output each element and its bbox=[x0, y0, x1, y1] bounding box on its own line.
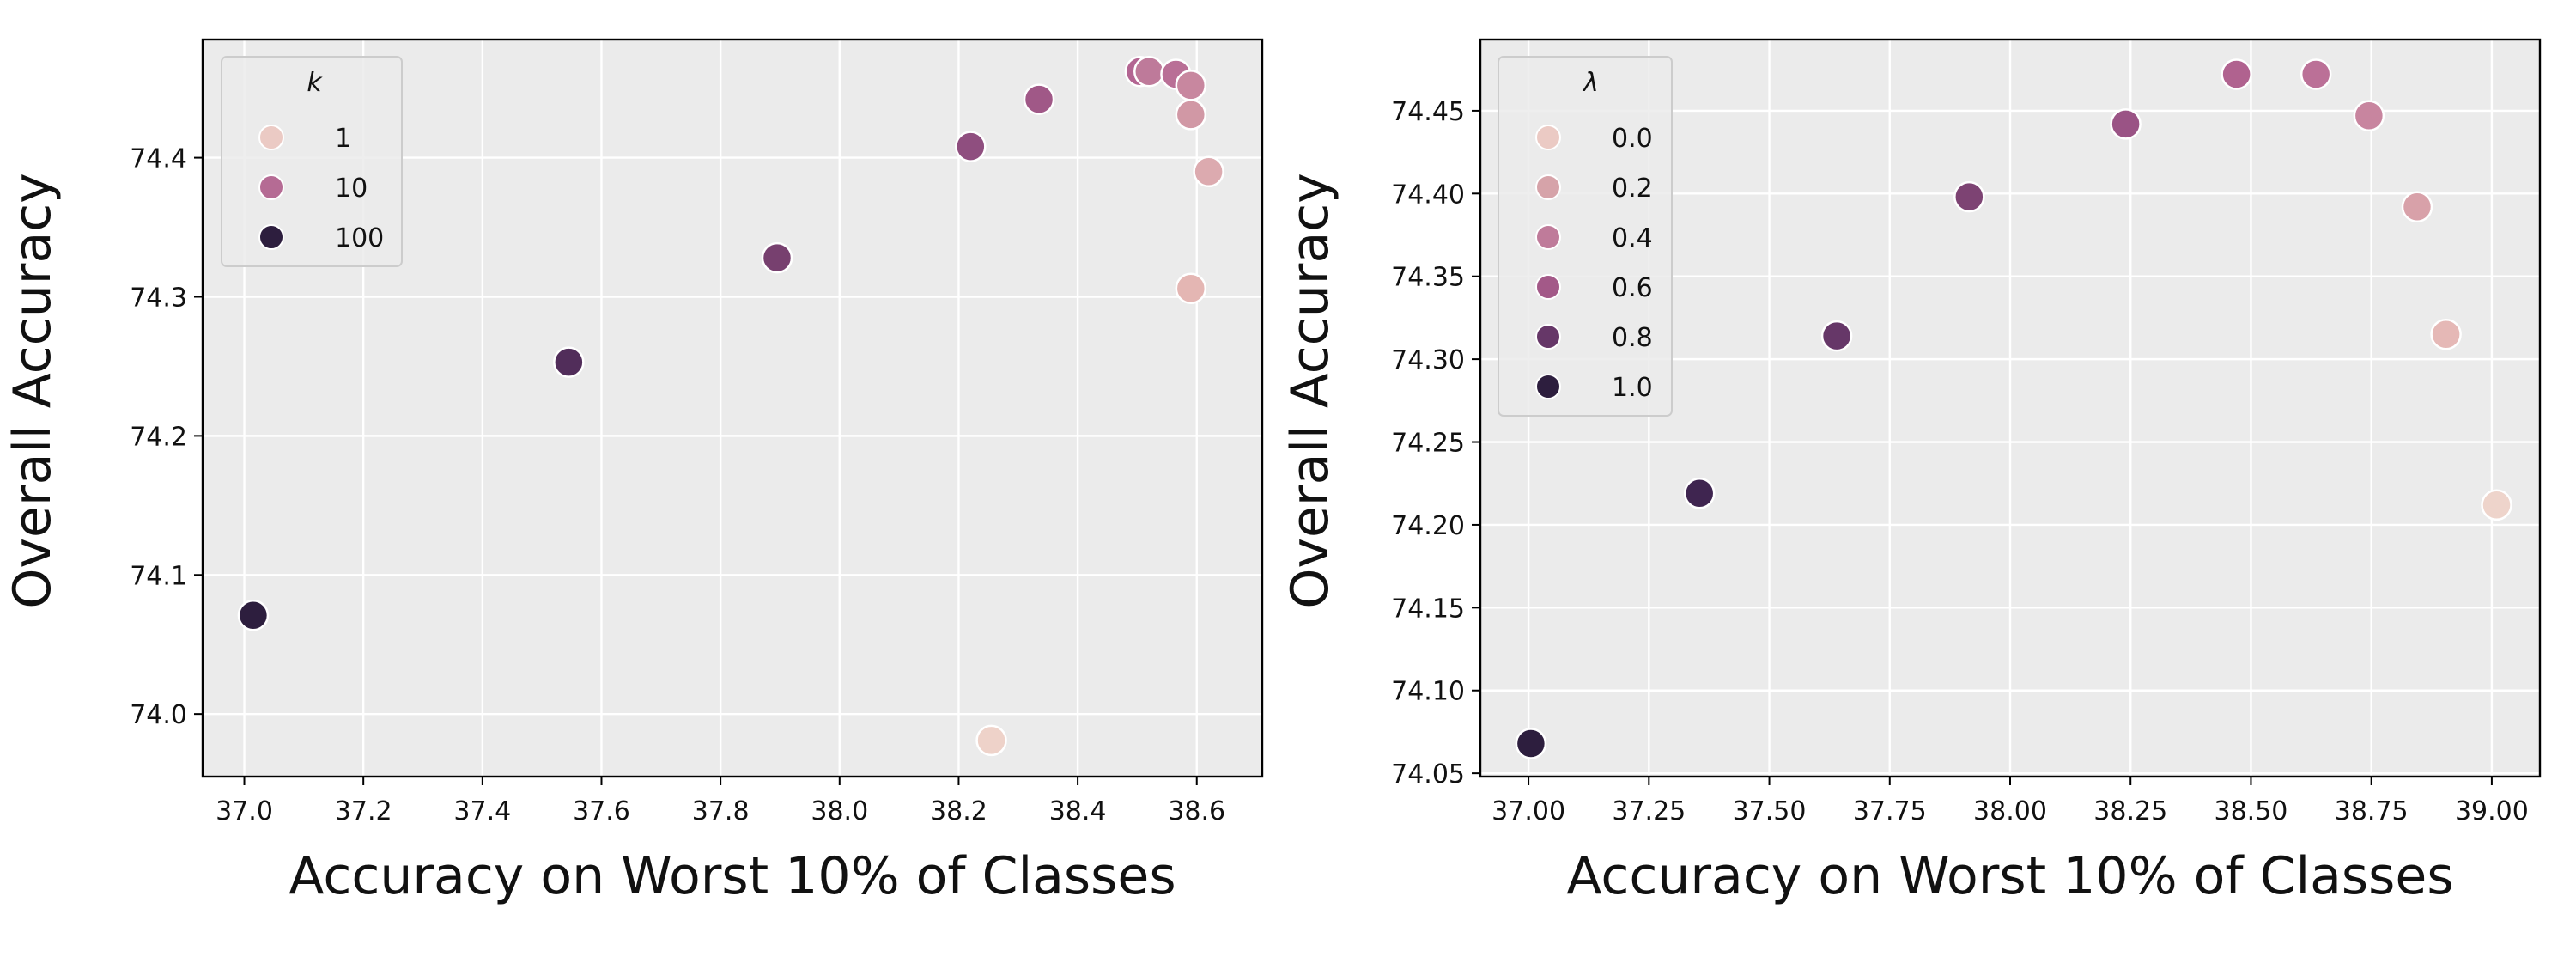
legend-marker bbox=[1535, 174, 1561, 200]
data-point bbox=[2481, 489, 2512, 521]
x-tick-label: 37.75 bbox=[1853, 796, 1927, 826]
y-tick-label: 74.20 bbox=[1391, 511, 1465, 541]
data-point bbox=[1175, 272, 1207, 305]
x-axis-label: Accuracy on Worst 10% of Classes bbox=[289, 846, 1176, 906]
data-point bbox=[955, 131, 987, 162]
data-point bbox=[1820, 320, 1853, 352]
data-point bbox=[1175, 70, 1207, 101]
data-point bbox=[1133, 55, 1165, 88]
data-point bbox=[1683, 478, 1716, 509]
x-tick-label: 38.6 bbox=[1168, 796, 1225, 826]
y-tick-label: 74.35 bbox=[1391, 263, 1465, 293]
legend-marker bbox=[258, 224, 284, 250]
x-tick-label: 38.50 bbox=[2215, 796, 2288, 826]
x-tick-label: 37.4 bbox=[453, 796, 511, 826]
y-tick-label: 74.2 bbox=[130, 422, 187, 452]
x-tick-label: 37.25 bbox=[1612, 796, 1686, 826]
legend-label: 100 bbox=[335, 223, 384, 253]
chart-panel-1: 37.0 37.2 37.4 37.6 37.8 38.0 38.2 38.4 38.6 74.0… bbox=[3, 38, 1264, 906]
x-tick-label: 37.0 bbox=[216, 796, 273, 826]
data-point bbox=[1175, 99, 1207, 131]
legend-label: 0.2 bbox=[1612, 174, 1653, 204]
data-point bbox=[2353, 100, 2385, 131]
legend-marker bbox=[258, 174, 284, 200]
x-tick-label: 37.50 bbox=[1733, 796, 1807, 826]
y-tick-label: 74.40 bbox=[1391, 180, 1465, 210]
legend-label: 1 bbox=[335, 124, 351, 154]
y-tick-label: 74.10 bbox=[1391, 677, 1465, 707]
axes-frame bbox=[201, 38, 1264, 778]
legend-label: 0.4 bbox=[1612, 223, 1653, 253]
legend-title: λ bbox=[1582, 68, 1599, 98]
x-tick-label: 38.00 bbox=[1973, 796, 2047, 826]
data-point bbox=[2430, 318, 2462, 350]
y-tick-label: 74.4 bbox=[130, 144, 187, 174]
data-point bbox=[553, 346, 585, 378]
y-tick-label: 74.45 bbox=[1391, 97, 1465, 127]
axes-frame bbox=[1479, 38, 2542, 778]
data-point bbox=[2110, 108, 2142, 140]
data-point bbox=[2300, 58, 2332, 90]
data-point bbox=[1953, 180, 1985, 213]
x-tick-label: 37.00 bbox=[1492, 796, 1565, 826]
data-point bbox=[761, 241, 793, 274]
legend-label: 1.0 bbox=[1612, 373, 1653, 403]
x-tick-label: 37.6 bbox=[573, 796, 630, 826]
x-tick-label: 37.8 bbox=[692, 796, 750, 826]
y-tick-label: 74.30 bbox=[1391, 345, 1465, 375]
x-tick-label: 37.2 bbox=[335, 796, 392, 826]
y-tick-label: 74.1 bbox=[130, 561, 187, 591]
y-axis-label: Overall Accuracy bbox=[3, 173, 63, 608]
legend-marker bbox=[1535, 274, 1561, 300]
y-tick-label: 74.3 bbox=[130, 283, 187, 313]
x-tick-label: 39.00 bbox=[2455, 796, 2529, 826]
x-tick-label: 38.4 bbox=[1049, 796, 1107, 826]
data-point bbox=[2401, 191, 2433, 222]
data-point bbox=[237, 599, 270, 631]
data-point bbox=[975, 724, 1007, 757]
data-point bbox=[2221, 58, 2252, 90]
chart-panel-2: 37.00 37.25 37.50 37.75 38.00 38.25 38.50 38.75… bbox=[1280, 38, 2542, 906]
legend-label: 0.8 bbox=[1612, 323, 1653, 353]
data-point bbox=[1023, 83, 1055, 115]
legend-label: 10 bbox=[335, 174, 368, 204]
x-tick-label: 38.25 bbox=[2093, 796, 2167, 826]
legend: k1 10 100 bbox=[221, 56, 403, 267]
legend-box bbox=[221, 56, 403, 267]
y-tick-label: 74.25 bbox=[1391, 429, 1465, 459]
legend-title: k bbox=[307, 68, 323, 98]
x-tick-label: 38.75 bbox=[2335, 796, 2409, 826]
data-point bbox=[1193, 155, 1224, 188]
y-axis-label: Overall Accuracy bbox=[1280, 173, 1340, 608]
legend: λ 0.0 0.2 0.4 0.6 0.8 1.0 bbox=[1498, 56, 1673, 417]
legend-marker bbox=[1535, 125, 1561, 150]
x-tick-label: 38.2 bbox=[930, 796, 987, 826]
y-tick-label: 74.15 bbox=[1391, 594, 1465, 624]
legend-marker bbox=[1535, 374, 1561, 399]
legend-marker bbox=[1535, 224, 1561, 250]
y-tick-label: 74.05 bbox=[1391, 759, 1465, 789]
legend-label: 0.0 bbox=[1612, 124, 1653, 154]
legend-marker bbox=[1535, 324, 1561, 350]
y-tick-label: 74.0 bbox=[130, 700, 187, 730]
x-axis-label: Accuracy on Worst 10% of Classes bbox=[1566, 846, 2453, 906]
data-point bbox=[1515, 728, 1547, 759]
x-tick-label: 38.0 bbox=[811, 796, 868, 826]
legend-label: 0.6 bbox=[1612, 273, 1653, 303]
legend-marker bbox=[258, 125, 284, 150]
